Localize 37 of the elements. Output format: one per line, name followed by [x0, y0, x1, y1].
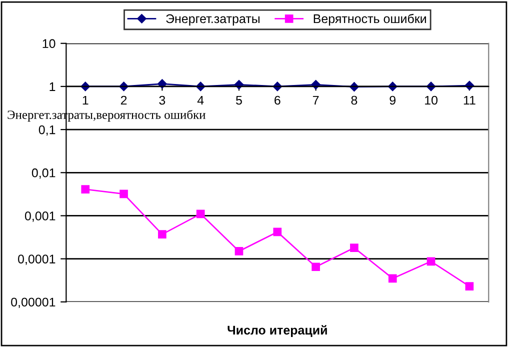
point: [158, 79, 167, 88]
point: [234, 247, 244, 256]
y-tick-label: 1: [50, 82, 56, 91]
x-tick-label: 1: [82, 96, 88, 105]
x-tick-label: 4: [197, 96, 204, 105]
x-tick-label: 6: [274, 96, 280, 105]
point: [311, 80, 320, 90]
point: [273, 228, 282, 236]
x-axis-title: Число итераций: [228, 325, 327, 338]
y-tick-label: 10: [42, 39, 56, 48]
x-tick-label: 10: [425, 96, 438, 105]
x-tick-label: 7: [312, 96, 319, 105]
point: [350, 244, 358, 252]
point: [80, 82, 90, 92]
legend-label: Верятность ошибки: [314, 14, 426, 26]
point: [388, 274, 397, 283]
y-tick-label: 0,0001: [18, 254, 56, 265]
point: [465, 282, 474, 290]
point: [234, 80, 244, 90]
x-tick-label: 2: [120, 96, 127, 105]
y-tick-label: 0,1: [38, 125, 56, 136]
point: [120, 190, 128, 198]
point: [119, 82, 128, 92]
point: [312, 262, 320, 272]
x-tick-label: 5: [236, 96, 242, 105]
legend-label: Энергет.затраты: [166, 14, 260, 26]
point: [426, 257, 436, 266]
point: [158, 230, 166, 238]
y-tick-label: 0,00001: [11, 298, 56, 308]
y-tick-label: 0,01: [32, 168, 56, 179]
x-tick-label: 8: [351, 96, 358, 105]
y-tick-label: 0,001: [24, 212, 56, 222]
point: [81, 185, 90, 194]
x-tick-label: 9: [390, 96, 396, 105]
point: [196, 210, 205, 218]
x-tick-label: 11: [464, 96, 476, 105]
x-tick-label: 3: [159, 96, 166, 105]
